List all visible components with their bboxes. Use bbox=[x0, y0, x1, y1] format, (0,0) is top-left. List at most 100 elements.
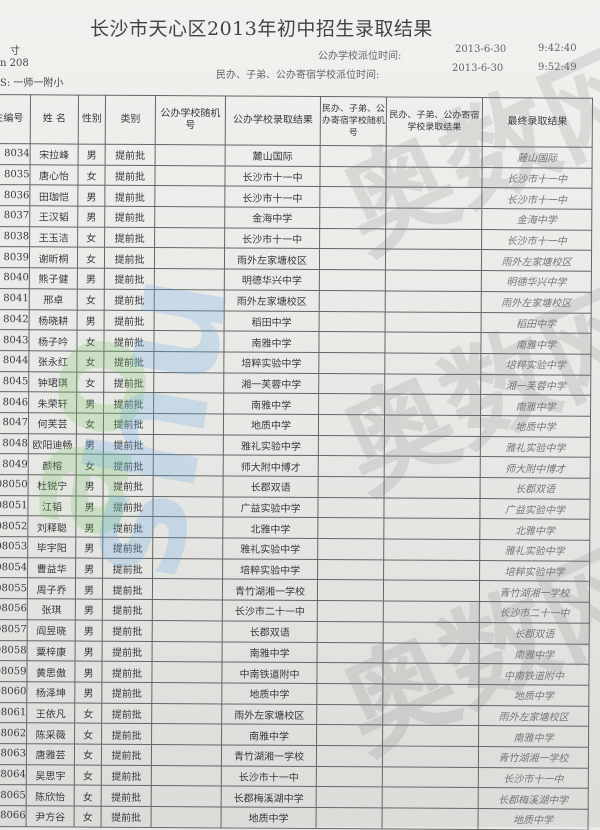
cell-gender: 男 bbox=[75, 516, 103, 538]
cell-private-result bbox=[385, 228, 482, 250]
cell-student-id: 8040 bbox=[0, 267, 30, 289]
cell-student-name: 阎昱晓 bbox=[27, 619, 76, 641]
cell-public-result: 雨外左家塘校区 bbox=[221, 703, 317, 725]
cell-public-result: 长郡梅溪湖中学 bbox=[221, 786, 317, 808]
cell-private-random-number bbox=[318, 476, 385, 498]
cell-public-result: 长沙市十一中 bbox=[221, 765, 317, 787]
cell-final-result: 师大附中博才 bbox=[480, 456, 591, 479]
cell-public-random-number bbox=[154, 247, 225, 270]
cell-final-result: 培粹实验中学 bbox=[480, 353, 591, 375]
cell-final-result: 长沙市十一中 bbox=[481, 229, 592, 251]
cell-public-random-number bbox=[154, 165, 226, 187]
header-student-id: 生编号 bbox=[0, 94, 31, 144]
cell-final-result: 长沙市十一中 bbox=[478, 767, 589, 789]
cell-gender: 女 bbox=[77, 247, 105, 269]
cell-category: 提前批 bbox=[101, 723, 152, 745]
cell-public-result: 金海中学 bbox=[224, 207, 320, 229]
cell-private-random-number bbox=[316, 807, 383, 829]
header-public-random: 公办学校随机号 bbox=[155, 95, 226, 145]
cell-category: 提前批 bbox=[101, 682, 152, 704]
cell-private-result bbox=[383, 642, 480, 664]
cell-public-result: 培粹实验中学 bbox=[223, 351, 319, 374]
cell-student-name: 江韬 bbox=[27, 495, 77, 517]
cell-category: 提前批 bbox=[102, 578, 153, 600]
document-title: 长沙市天心区2013年初中招生录取结果 bbox=[90, 18, 433, 40]
fragment-count: n 208 bbox=[0, 58, 29, 69]
cell-private-random-number bbox=[316, 786, 383, 808]
cell-student-name: 刘释聪 bbox=[27, 516, 76, 538]
cell-public-result: 南雅中学 bbox=[223, 331, 320, 353]
cell-gender: 男 bbox=[75, 495, 104, 517]
cell-student-id: 8045 bbox=[0, 371, 29, 393]
cell-public-result: 长沙市十一中 bbox=[224, 165, 321, 187]
cell-student-name: 杨泽坤 bbox=[26, 681, 75, 703]
cell-category: 提前批 bbox=[104, 164, 156, 186]
cell-final-result: 雨外左家塘校区 bbox=[481, 249, 592, 272]
cell-gender: 女 bbox=[76, 330, 105, 352]
cell-public-random-number bbox=[152, 599, 223, 621]
cell-student-name: 杨晓耕 bbox=[29, 309, 78, 331]
cell-private-random-number bbox=[317, 600, 384, 622]
cell-private-random-number bbox=[319, 186, 386, 209]
cell-student-id: 8046 bbox=[0, 391, 29, 413]
cell-category: 提前批 bbox=[104, 226, 155, 248]
cell-student-name: 陈欣怡 bbox=[26, 785, 75, 807]
cell-final-result: 南雅中学 bbox=[478, 725, 589, 748]
cell-public-random-number bbox=[151, 806, 222, 828]
cell-final-result: 南雅中学 bbox=[479, 643, 590, 665]
cell-gender: 女 bbox=[74, 785, 102, 807]
cell-public-result: 地质中学 bbox=[223, 413, 319, 436]
cell-student-id: 08054 bbox=[0, 557, 28, 579]
cell-student-id: 08059 bbox=[0, 660, 28, 682]
cell-gender: 男 bbox=[75, 640, 103, 662]
cell-public-result: 明德华兴中学 bbox=[224, 269, 320, 291]
cell-private-random-number bbox=[318, 373, 385, 395]
fragment-school: S: 一师一附小 bbox=[0, 78, 64, 89]
cell-student-id: 08061 bbox=[0, 702, 27, 724]
cell-student-name: 熊子健 bbox=[29, 267, 78, 289]
cell-private-random-number bbox=[317, 559, 384, 581]
cell-final-result: 雅礼实验中学 bbox=[479, 539, 590, 561]
cell-category: 提前批 bbox=[103, 351, 154, 373]
cell-private-result bbox=[383, 539, 480, 561]
cell-category: 提前批 bbox=[103, 454, 154, 476]
cell-student-id: 8041 bbox=[0, 288, 30, 310]
cell-category: 提前批 bbox=[103, 330, 155, 352]
cell-public-random-number bbox=[153, 392, 224, 414]
cell-private-result bbox=[385, 208, 482, 230]
cell-private-random-number bbox=[318, 414, 385, 436]
cell-private-random-number bbox=[318, 352, 385, 374]
cell-student-id: 08053 bbox=[0, 536, 28, 558]
cell-student-name: 吴思宇 bbox=[26, 764, 75, 786]
cell-gender: 男 bbox=[78, 144, 106, 165]
cell-public-result: 雨外左家塘校区 bbox=[224, 248, 320, 270]
cell-private-random-number bbox=[316, 766, 383, 788]
cell-student-name: 颜榕 bbox=[28, 454, 77, 476]
cell-private-random-number bbox=[317, 642, 384, 664]
cell-student-id: 8034 bbox=[0, 143, 31, 165]
cell-private-random-number bbox=[319, 269, 386, 291]
cell-private-random-number bbox=[317, 538, 384, 560]
public-time-label: 公办学校派位时间: bbox=[318, 51, 402, 62]
cell-private-result bbox=[385, 290, 482, 313]
cell-public-result: 长沙市二十一中 bbox=[222, 600, 318, 622]
cell-public-random-number bbox=[155, 144, 226, 166]
cell-public-result: 培粹实验中学 bbox=[222, 558, 318, 580]
cell-gender: 女 bbox=[76, 371, 104, 393]
cell-category: 提前批 bbox=[101, 661, 153, 683]
cell-gender: 男 bbox=[76, 392, 104, 414]
cell-gender: 男 bbox=[77, 268, 105, 290]
cell-student-name: 陈采薇 bbox=[26, 723, 75, 744]
cell-public-random-number bbox=[151, 723, 222, 745]
cell-student-id: 08058 bbox=[0, 639, 28, 661]
cell-public-result: 长郡双语 bbox=[223, 475, 319, 498]
cell-public-random-number bbox=[152, 641, 223, 663]
cell-category: 提前批 bbox=[101, 744, 152, 766]
cell-public-random-number bbox=[152, 496, 224, 518]
cell-private-result bbox=[384, 476, 481, 499]
cell-student-name: 田珈恺 bbox=[29, 185, 78, 207]
cell-public-random-number bbox=[154, 268, 225, 290]
cell-private-result bbox=[384, 394, 481, 416]
cell-student-name: 张永红 bbox=[28, 350, 77, 372]
